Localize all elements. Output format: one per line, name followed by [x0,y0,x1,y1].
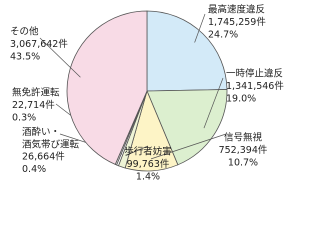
count-label: 1,745,259件 [208,16,266,28]
category-label: 信号無視 [224,132,263,144]
count-label: 26,664件 [22,151,65,163]
value-label: 10.7% [228,158,258,169]
count-label: 1,341,546件 [226,80,284,92]
category-label: 歩行者妨害 [124,146,172,158]
pie-slice [66,10,148,165]
leader-line [125,145,149,156]
count-label: 99,763件 [127,158,170,170]
leader-line [194,13,206,43]
category-label: 無免許運転 [12,87,60,99]
category-label: その他 [10,26,39,38]
value-label: 1.4% [136,172,160,183]
count-label: 3,067,642件 [10,38,68,50]
category-label: 一時停止違反 [226,68,283,80]
pie-slice [146,89,228,166]
leader-line [39,37,81,78]
value-label: 43.5% [10,52,40,63]
leader-line [150,133,227,160]
count-label: 22,714件 [12,99,55,111]
category-label: 酒酔い・酒気帯び運転 [22,126,80,151]
value-label: 19.0% [226,94,256,105]
value-label: 0.3% [12,113,36,124]
value-label: 0.4% [22,164,46,175]
category-label: 最高速度違反 [208,4,265,16]
count-label: 752,394件 [219,144,268,156]
pie-slice [146,10,228,92]
leader-line [203,77,224,129]
value-label: 24.7% [208,30,238,41]
